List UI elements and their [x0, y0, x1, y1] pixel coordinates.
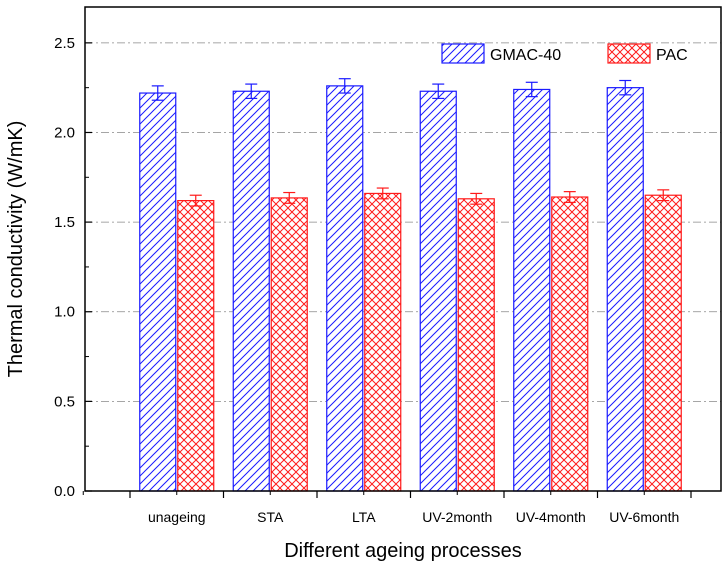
bar-pac — [364, 192, 402, 492]
bar-gmac-40 — [139, 92, 177, 492]
x-tick-label: UV-2month — [422, 509, 492, 525]
x-tick-label: unageing — [148, 509, 206, 525]
legend-swatch-pac — [607, 43, 651, 64]
bar-pac — [270, 197, 308, 492]
bar-pac — [551, 196, 589, 492]
bar-pac — [644, 194, 682, 492]
legend: GMAC-40 PAC — [441, 43, 688, 64]
y-tick-label: 2.0 — [54, 124, 75, 141]
y-tick-label: 0.0 — [54, 483, 75, 500]
bar-gmac-40 — [513, 88, 551, 492]
x-tick-label: UV-6month — [609, 509, 679, 525]
x-tick-labels: unageing STA LTA UV-2month UV-4month UV-6mont… — [148, 509, 679, 525]
x-tick-label: LTA — [352, 509, 376, 525]
y-tick-label: 1.5 — [54, 214, 75, 231]
y-axis-title: Thermal conductivity (W/mK) — [5, 121, 27, 378]
bars — [139, 78, 682, 492]
bar-gmac-40 — [606, 87, 644, 492]
bar-gmac-40 — [232, 90, 270, 492]
x-tick-label: UV-4month — [516, 509, 586, 525]
plot-frame — [84, 6, 722, 492]
bar-pac — [177, 200, 215, 492]
legend-label-pac: PAC — [656, 47, 688, 64]
y-tick-label: 1.0 — [54, 304, 75, 321]
bar-gmac-40 — [326, 85, 364, 492]
y-tick-label: 2.5 — [54, 35, 75, 52]
axis-ticks: 0.0 0.5 1.0 1.5 2.0 2.5 — [54, 35, 692, 500]
y-tick-label: 0.5 — [54, 393, 75, 410]
legend-swatch-gmac40 — [441, 43, 485, 64]
x-axis-title: Different ageing processes — [284, 540, 522, 562]
x-tick-label: STA — [257, 509, 284, 525]
legend-label-gmac40: GMAC-40 — [490, 47, 561, 64]
bar-pac — [457, 198, 495, 492]
bar-gmac-40 — [419, 90, 457, 492]
